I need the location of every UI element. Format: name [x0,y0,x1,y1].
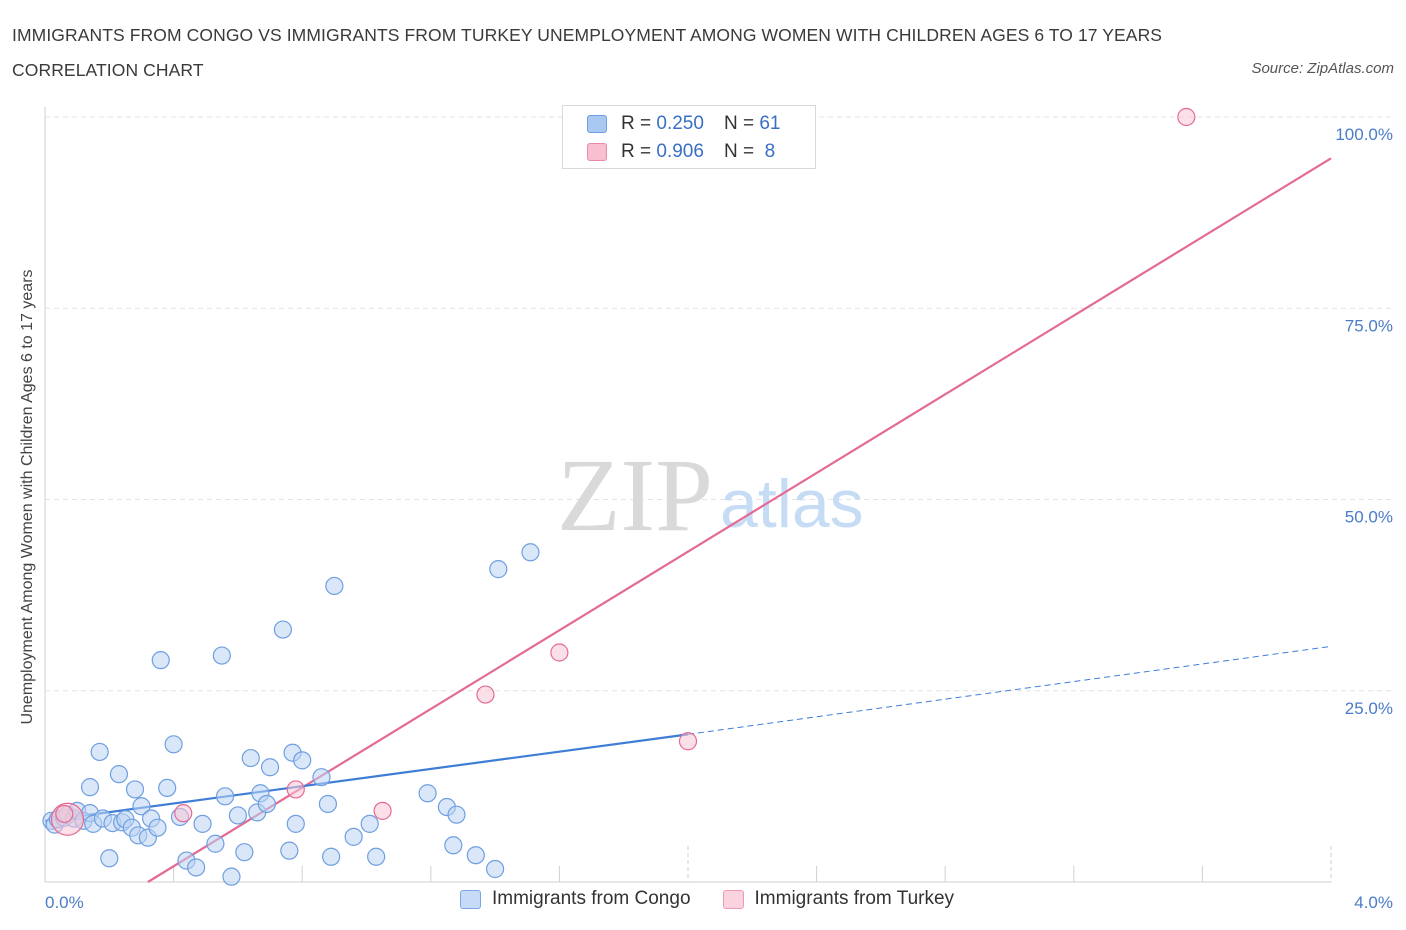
trend-lines [44,157,1332,883]
turkey-legend-swatch [722,889,744,909]
y-tick-label: 100.0% [1335,125,1393,144]
congo-trend-line [44,733,689,822]
grid-lines [45,116,1391,882]
turkey-point [373,801,392,820]
congo-point [344,827,363,846]
congo-point [280,841,299,860]
legend-row-turkey: R = 0.906 N = 8 [587,138,775,166]
congo-point [322,847,341,866]
y-tick-labels: 25.0% 50.0% 75.0% 100.0% [1335,125,1393,718]
watermark-atlas: atlas [720,466,864,542]
turkey-point [1177,107,1196,127]
congo-point [212,646,231,665]
turkey-point [286,780,305,799]
turkey-point [550,643,569,662]
congo-point [125,780,145,799]
x-tick-label: 0.0% [45,893,84,912]
turkey-point [476,685,495,704]
r-label: R = [621,141,652,162]
congo-point [132,797,151,816]
congo-point [260,758,280,777]
congo-point [109,765,129,784]
congo-point [466,846,485,865]
congo-point [193,814,212,833]
congo-point [228,806,247,825]
congo-legend-swatch [460,889,481,909]
congo-point [90,742,109,762]
congo-point [489,560,508,579]
legend-item-turkey[interactable]: Immigrants from Turkey [722,888,955,910]
n-value-turkey: 8 [764,141,776,162]
congo-point [521,543,540,562]
r-label: R = [621,113,652,134]
chart-title: IMMIGRANTS FROM CONGO VS IMMIGRANTS FROM… [12,25,1163,80]
congo-point [148,818,167,837]
congo-point [241,748,260,768]
n-label: N = [723,141,755,162]
congo-point [286,814,305,833]
r-value-congo: 0.250 [656,113,704,134]
congo-point [235,843,254,862]
congo-point [222,867,241,886]
data-points [42,107,1196,886]
x-tick-labels: 0.0% 4.0% [45,893,1393,912]
congo-trend-extension [687,645,1332,735]
congo-point [215,787,235,806]
legend-item-congo[interactable]: Immigrants from Congo [460,888,691,910]
watermark: ZIP atlas [557,438,864,553]
congo-point [273,620,293,639]
n-value-congo: 61 [759,113,781,134]
y-tick-label: 25.0% [1345,699,1393,718]
y-tick-label: 50.0% [1345,508,1393,527]
congo-point [80,778,100,797]
turkey-trend-line [147,157,1332,883]
congo-point [360,814,379,833]
congo-point [447,805,466,824]
congo-point [312,768,331,787]
turkey-point [678,732,698,751]
congo-point [325,576,344,596]
congo-swatch [587,115,607,133]
congo-point [187,858,206,877]
congo-point [164,735,183,754]
congo-legend-label: Immigrants from Congo [492,888,691,909]
turkey-swatch [587,143,607,161]
turkey-point [174,804,193,823]
congo-point [444,836,463,855]
congo-point [206,834,225,853]
turkey-point [55,804,74,824]
congo-point [418,784,437,803]
watermark-zip: ZIP [557,438,713,553]
r-value-turkey: 0.906 [656,141,704,162]
legend-row-congo: R = 0.250 N = 61 [587,110,780,138]
congo-point [318,794,338,814]
axes [44,107,1331,883]
n-label: N = [723,113,755,134]
x-tick-label: 4.0% [1354,893,1393,912]
congo-point [293,751,312,770]
turkey-legend-label: Immigrants from Turkey [754,888,955,909]
congo-point [151,651,170,670]
y-tick-label: 75.0% [1345,316,1393,335]
congo-point [257,794,276,814]
series-legend: Immigrants from Congo Immigrants from Tu… [460,888,986,910]
source-note: Source: ZipAtlas.com [1251,60,1394,77]
congo-point [367,847,386,866]
congo-point [100,849,119,868]
correlation-legend: R = 0.250 N = 61 R = 0.906 N = 8 [562,105,816,169]
congo-point [486,859,505,879]
congo-point [158,778,177,798]
